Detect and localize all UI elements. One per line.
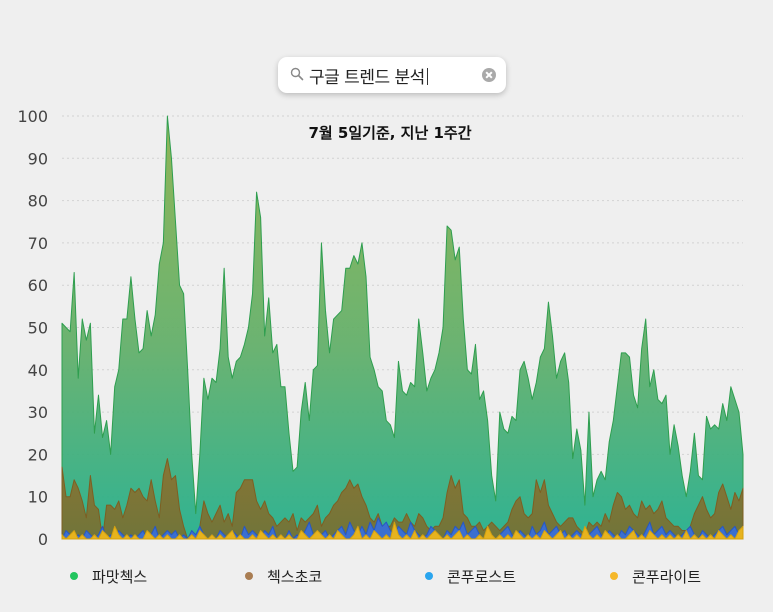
y-tick-label: 90 bbox=[28, 149, 48, 168]
y-axis-ticks: 0 10 20 30 40 50 60 70 80 90 100 bbox=[17, 107, 48, 549]
area-chart: 0 10 20 30 40 50 60 70 80 90 100 7월 5일기준, 지난 1주간 bbox=[17, 107, 744, 549]
clear-icon[interactable] bbox=[482, 68, 496, 82]
y-tick-label: 60 bbox=[28, 276, 48, 295]
legend-label: 첵스초코 bbox=[267, 568, 323, 586]
y-tick-label: 10 bbox=[28, 488, 48, 507]
y-tick-label: 50 bbox=[28, 319, 48, 338]
chart-legend: 파맛첵스 첵스초코 콘푸로스트 콘푸라이트 bbox=[0, 566, 773, 590]
legend-label: 파맛첵스 bbox=[92, 568, 148, 586]
search-input[interactable]: 구글 트렌드 분석 bbox=[309, 63, 428, 88]
y-tick-label: 40 bbox=[28, 361, 48, 380]
legend-label: 콘푸라이트 bbox=[632, 568, 702, 586]
legend-item-konpu-frost[interactable]: 콘푸로스트 bbox=[425, 566, 516, 587]
y-tick-label: 80 bbox=[28, 192, 48, 211]
legend-dot-yellow bbox=[610, 572, 618, 580]
series-area-cheks-choco bbox=[61, 458, 744, 540]
y-tick-label: 0 bbox=[38, 530, 48, 549]
legend-item-konpu-light[interactable]: 콘푸라이트 bbox=[610, 566, 701, 587]
series-area-pamat-cheks bbox=[61, 115, 744, 540]
y-tick-label: 70 bbox=[28, 234, 48, 253]
search-box[interactable]: 구글 트렌드 분석 bbox=[278, 57, 506, 93]
legend-dot-green bbox=[70, 572, 78, 580]
series-area-konpu-light bbox=[61, 521, 744, 540]
search-query: 구글 트렌드 분석 bbox=[309, 68, 425, 88]
legend-item-pamat-cheks[interactable]: 파맛첵스 bbox=[70, 566, 147, 587]
legend-label: 콘푸로스트 bbox=[447, 568, 517, 586]
y-tick-label: 100 bbox=[17, 107, 48, 126]
chart-title: 7월 5일기준, 지난 1주간 bbox=[308, 124, 471, 142]
series-areas bbox=[61, 115, 744, 540]
legend-dot-brown bbox=[245, 572, 253, 580]
search-icon bbox=[290, 67, 304, 81]
y-tick-label: 20 bbox=[28, 445, 48, 464]
legend-dot-blue bbox=[425, 572, 433, 580]
y-tick-label: 30 bbox=[28, 403, 48, 422]
legend-item-cheks-choco[interactable]: 첵스초코 bbox=[245, 566, 322, 587]
text-caret bbox=[426, 68, 428, 85]
